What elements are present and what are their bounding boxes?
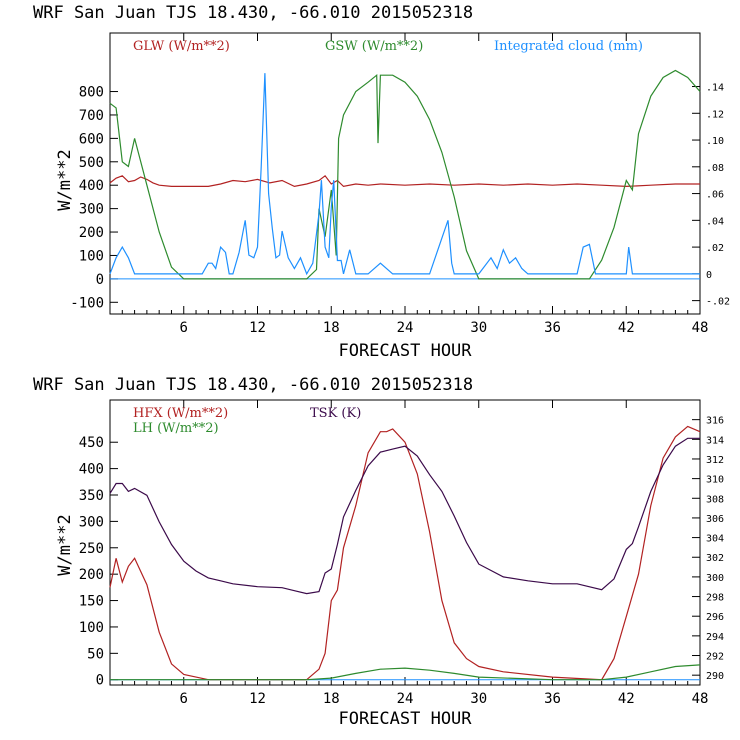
bottom-y-left-tick-label: 50 bbox=[87, 646, 104, 662]
top-y-right-tick-label: .10 bbox=[706, 136, 724, 147]
bottom-y-right-tick-label: 304 bbox=[706, 534, 724, 545]
bottom-panel: WRF San Juan TJS 18.430, -66.010 2015052… bbox=[33, 375, 724, 729]
top-y-left-tick-label: 700 bbox=[79, 108, 104, 124]
bottom-legend-lh: LH (W/m**2) bbox=[133, 421, 219, 436]
bottom-y-left-tick-label: 250 bbox=[79, 541, 104, 557]
bottom-y-left-tick-label: 350 bbox=[79, 488, 104, 504]
bottom-x-tick-label: 12 bbox=[249, 691, 266, 707]
bottom-y-left-tick-label: 400 bbox=[79, 462, 104, 478]
bottom-y-left-tick-label: 300 bbox=[79, 514, 104, 530]
bottom-y-right-tick-label: 298 bbox=[706, 593, 724, 604]
top-chart-title: WRF San Juan TJS 18.430, -66.010 2015052… bbox=[33, 3, 473, 23]
top-legend-cloud: Integrated cloud (mm) bbox=[494, 39, 643, 54]
bottom-y-right-tick-label: 302 bbox=[706, 553, 724, 564]
bottom-y-right-tick-label: 292 bbox=[706, 652, 724, 663]
top-y-left-tick-label: 500 bbox=[79, 155, 104, 171]
bottom-chart-title: WRF San Juan TJS 18.430, -66.010 2015052… bbox=[33, 375, 473, 395]
top-axes: 6 12 18 24 30 36 42 48 -100 0 100 200 300 400 500 600 70… bbox=[70, 33, 730, 336]
bottom-y-right-tick-label: 314 bbox=[706, 435, 724, 446]
bottom-series-group bbox=[109, 425, 701, 681]
bottom-axes: 6 12 18 24 30 36 42 48 0 50 100 150 200 250 300 350 400 4… bbox=[79, 400, 724, 707]
bottom-x-tick-label: 6 bbox=[180, 691, 188, 707]
bottom-y-left-tick-label: 100 bbox=[79, 620, 104, 636]
top-plot-frame bbox=[109, 32, 701, 315]
top-x-tick-label: 48 bbox=[692, 320, 709, 336]
top-x-tick-label: 36 bbox=[544, 320, 561, 336]
top-y-right-tick-label: .02 bbox=[706, 243, 724, 254]
top-legend-glw: GLW (W/m**2) bbox=[133, 39, 230, 54]
bottom-x-tick-label: 42 bbox=[618, 691, 635, 707]
bottom-x-tick-label: 30 bbox=[470, 691, 487, 707]
bottom-y-right-tick-label: 308 bbox=[706, 494, 724, 505]
top-y-right-tick-label: .08 bbox=[706, 163, 724, 174]
bottom-y-left-tick-label: 0 bbox=[96, 673, 104, 689]
top-legend-gsw: GSW (W/m**2) bbox=[325, 39, 423, 54]
top-y-right-tick-label: .14 bbox=[706, 83, 724, 94]
top-x-tick-label: 24 bbox=[397, 320, 414, 336]
top-y-axis-label: W/m**2 bbox=[55, 149, 75, 210]
top-y-right-tick-label: 0 bbox=[706, 270, 712, 281]
top-y-left-tick-label: 600 bbox=[79, 131, 104, 147]
top-x-tick-label: 12 bbox=[249, 320, 266, 336]
top-y-right-tick-label: .06 bbox=[706, 190, 724, 201]
bottom-y-right-tick-label: 300 bbox=[706, 573, 724, 584]
top-y-left-tick-label: 400 bbox=[79, 178, 104, 194]
top-x-axis-label: FORECAST HOUR bbox=[338, 341, 472, 361]
top-y-left-tick-label: 100 bbox=[79, 248, 104, 264]
bottom-y-right-tick-label: 310 bbox=[706, 475, 724, 486]
top-y-left-tick-label: 800 bbox=[79, 85, 104, 101]
top-series-2-line bbox=[109, 73, 700, 276]
top-series-0-line bbox=[109, 174, 700, 188]
top-series-1-line bbox=[109, 69, 701, 280]
bottom-legend-hfx: HFX (W/m**2) bbox=[133, 406, 228, 421]
top-x-tick-label: 18 bbox=[323, 320, 340, 336]
top-y-left-tick-label: 200 bbox=[79, 225, 104, 241]
bottom-x-tick-label: 24 bbox=[397, 691, 414, 707]
top-panel: WRF San Juan TJS 18.430, -66.010 2015052… bbox=[33, 3, 730, 361]
top-y-left-tick-label: 300 bbox=[79, 202, 104, 218]
bottom-y-axis-label: W/m**2 bbox=[55, 514, 75, 575]
bottom-y-left-tick-label: 150 bbox=[79, 594, 104, 610]
top-x-tick-label: 42 bbox=[618, 320, 635, 336]
top-x-tick-label: 30 bbox=[470, 320, 487, 336]
bottom-series-0-line bbox=[109, 425, 701, 681]
top-y-right-tick-label: .12 bbox=[706, 109, 724, 120]
bottom-y-right-tick-label: 294 bbox=[706, 632, 724, 643]
top-series-group bbox=[109, 69, 701, 280]
top-y-left-tick-label: 0 bbox=[96, 272, 104, 288]
bottom-y-right-tick-label: 312 bbox=[706, 455, 724, 466]
bottom-x-axis-label: FORECAST HOUR bbox=[338, 709, 472, 729]
top-y-right-tick-label: -.02 bbox=[706, 297, 730, 308]
bottom-x-tick-label: 18 bbox=[323, 691, 340, 707]
top-y-left-tick-label: -100 bbox=[70, 295, 104, 311]
bottom-y-left-tick-label: 200 bbox=[79, 567, 104, 583]
bottom-y-right-tick-label: 296 bbox=[706, 612, 724, 623]
bottom-y-right-tick-label: 316 bbox=[706, 416, 724, 427]
bottom-x-tick-label: 48 bbox=[692, 691, 709, 707]
bottom-series-2-line bbox=[109, 437, 700, 595]
bottom-legend-tsk: TSK (K) bbox=[310, 406, 361, 421]
bottom-x-tick-label: 36 bbox=[544, 691, 561, 707]
top-x-tick-label: 6 bbox=[180, 320, 188, 336]
bottom-series-1-line bbox=[110, 664, 701, 681]
bottom-y-left-tick-label: 450 bbox=[79, 435, 104, 451]
bottom-y-right-tick-label: 306 bbox=[706, 514, 724, 525]
bottom-y-right-tick-label: 290 bbox=[706, 671, 724, 682]
top-y-right-tick-label: .04 bbox=[706, 216, 724, 227]
